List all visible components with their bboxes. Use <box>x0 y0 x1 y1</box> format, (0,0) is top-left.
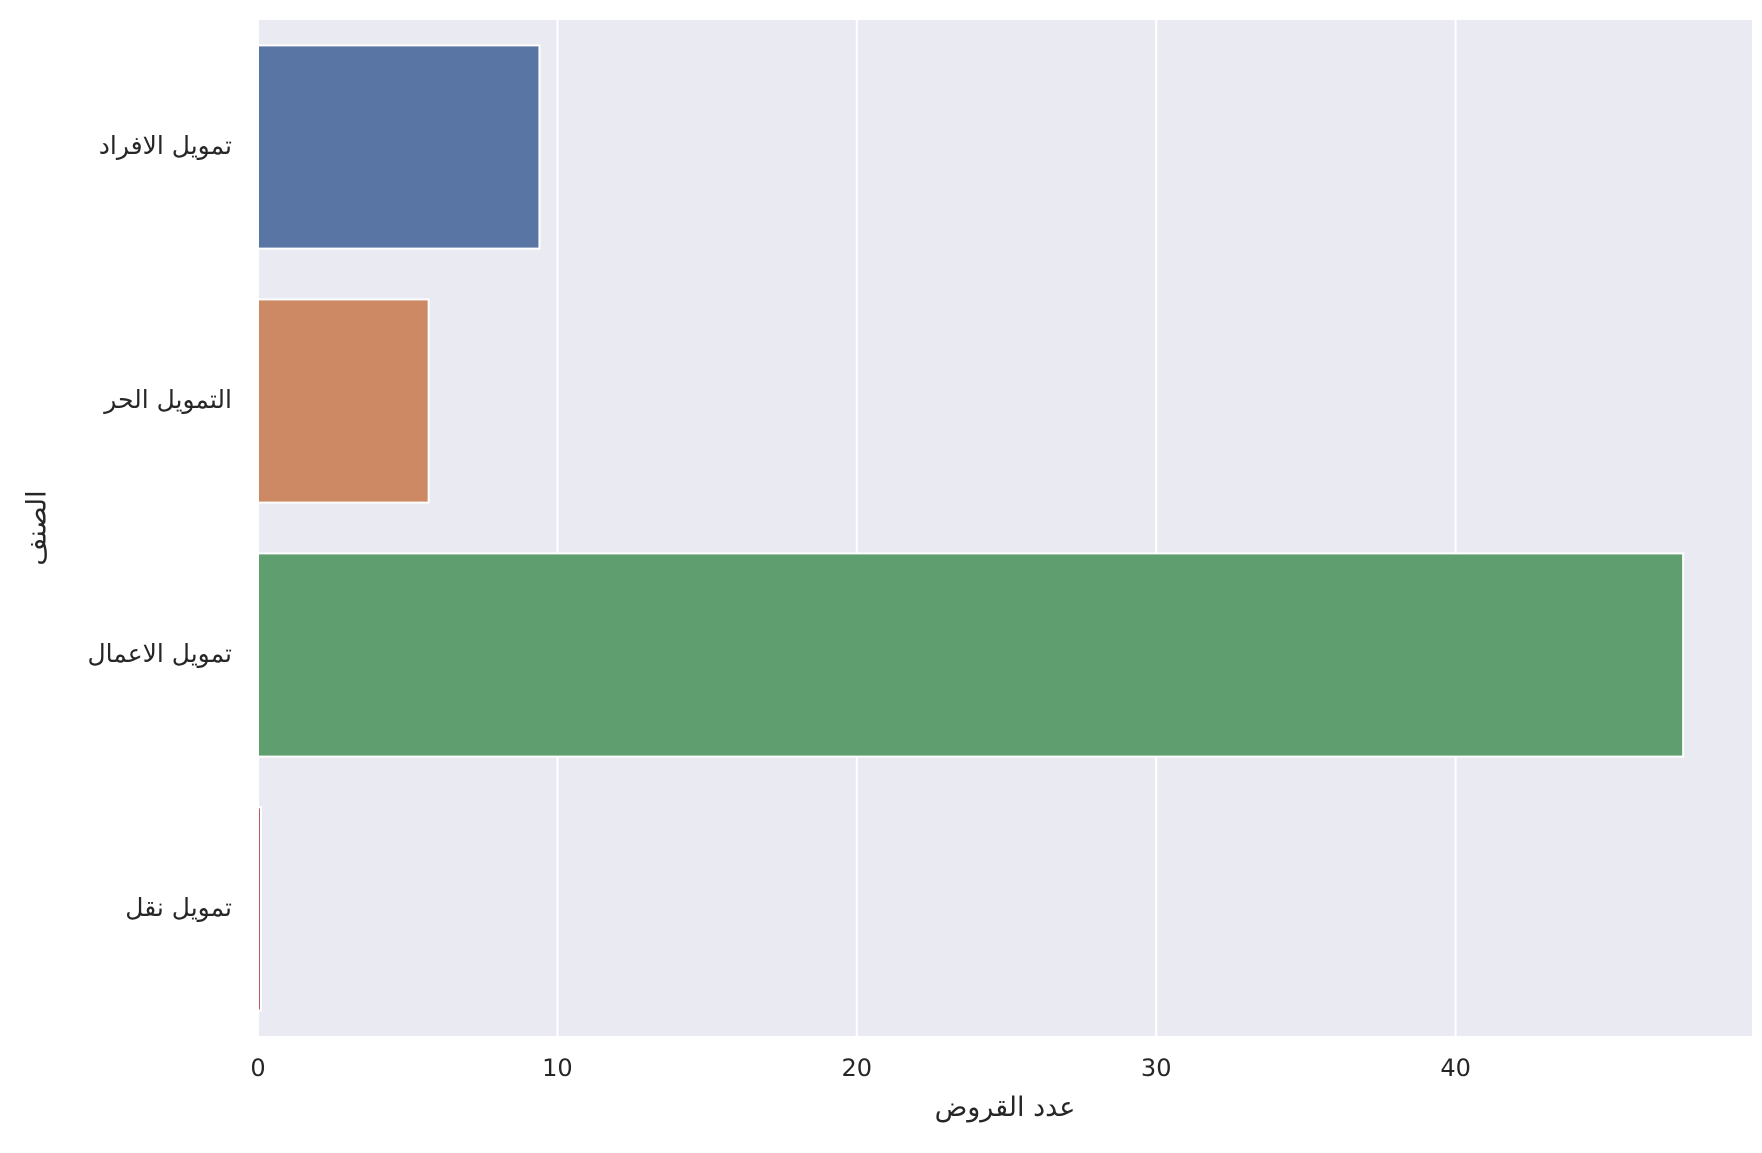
y-category-label-1: التمويل الحر <box>102 385 232 414</box>
bars <box>257 44 1685 1012</box>
x-tick-label-0: 0 <box>250 1054 265 1082</box>
y-category-label-3: تمويل نقل <box>125 893 232 922</box>
bar-2 <box>257 552 1685 758</box>
y-axis-title: الصنف <box>22 490 53 565</box>
x-tick-label-3: 30 <box>1141 1054 1172 1082</box>
bar-3 <box>257 806 262 1012</box>
bar-0 <box>257 44 541 250</box>
x-tick-label-2: 20 <box>842 1054 873 1082</box>
x-axis-title: عدد القروض <box>935 1092 1076 1123</box>
x-tick-label-1: 10 <box>542 1054 573 1082</box>
x-tick-labels: 0 10 20 30 40 <box>250 1054 1471 1082</box>
y-category-labels: تمويل الافراد التمويل الحر تمويل الاعمال تم… <box>87 131 232 922</box>
x-tick-label-4: 40 <box>1440 1054 1471 1082</box>
bar-1 <box>257 298 430 504</box>
y-category-label-0: تمويل الافراد <box>99 131 232 160</box>
y-category-label-2: تمويل الاعمال <box>87 639 232 668</box>
